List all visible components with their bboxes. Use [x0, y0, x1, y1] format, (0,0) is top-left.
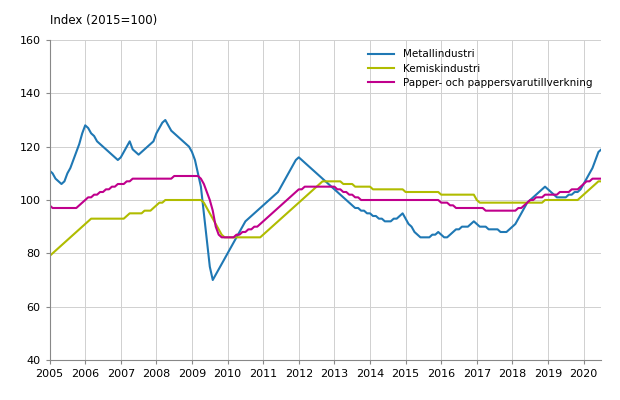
Metallindustri — [81, 123, 89, 128]
Kemiskindustri — [81, 222, 89, 226]
Metallindustri — [46, 168, 53, 173]
Metallindustri — [209, 278, 216, 282]
Metallindustri — [69, 158, 77, 162]
Papper- och pappersvarutillverkning — [69, 206, 77, 210]
Kemiskindustri — [156, 200, 163, 205]
Kemiskindustri — [69, 232, 77, 237]
Line: Metallindustri: Metallindustri — [50, 120, 620, 280]
Kemiskindustri — [606, 176, 614, 181]
Papper- och pappersvarutillverkning — [591, 176, 599, 181]
Kemiskindustri — [203, 206, 211, 210]
Papper- och pappersvarutillverkning — [206, 198, 213, 202]
Metallindustri — [591, 158, 599, 162]
Metallindustri — [613, 160, 620, 165]
Metallindustri — [206, 264, 213, 269]
Papper- och pappersvarutillverkning — [613, 190, 620, 194]
Papper- och pappersvarutillverkning — [81, 198, 89, 202]
Papper- och pappersvarutillverkning — [170, 174, 178, 178]
Kemiskindustri — [46, 254, 53, 258]
Papper- och pappersvarutillverkning — [46, 203, 53, 208]
Kemiskindustri — [616, 171, 620, 176]
Line: Kemiskindustri: Kemiskindustri — [50, 173, 620, 256]
Text: Index (2015=100): Index (2015=100) — [50, 14, 157, 27]
Metallindustri — [156, 126, 163, 130]
Legend: Metallindustri, Kemiskindustri, Papper- och pappersvarutillverkning: Metallindustri, Kemiskindustri, Papper- … — [364, 45, 596, 92]
Kemiskindustri — [586, 187, 593, 192]
Papper- och pappersvarutillverkning — [156, 176, 163, 181]
Papper- och pappersvarutillverkning — [218, 235, 226, 240]
Metallindustri — [162, 118, 169, 122]
Line: Papper- och pappersvarutillverkning: Papper- och pappersvarutillverkning — [50, 176, 620, 237]
